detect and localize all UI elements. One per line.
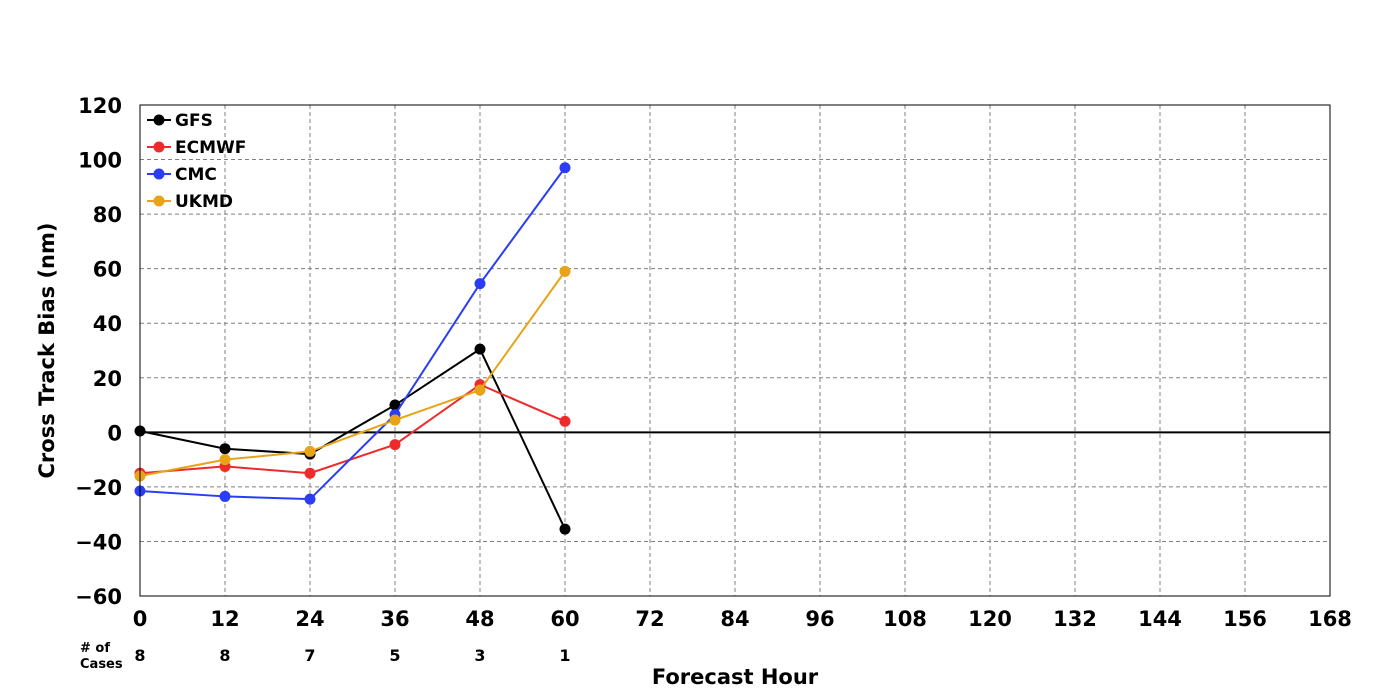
point-cmc-12 bbox=[219, 490, 231, 502]
legend-item-cmc: CMC bbox=[147, 165, 217, 185]
x-tick-label-12: 12 bbox=[210, 607, 239, 631]
cases-count-0: 8 bbox=[134, 646, 145, 665]
x-tick-label-144: 144 bbox=[1138, 607, 1182, 631]
legend-label-gfs: GFS bbox=[175, 111, 213, 131]
point-gfs-48 bbox=[474, 343, 486, 355]
legend-label-cmc: CMC bbox=[175, 165, 217, 185]
x-tick-label-60: 60 bbox=[550, 607, 579, 631]
point-ecmwf-36 bbox=[389, 439, 401, 451]
point-ukmd-36 bbox=[389, 414, 401, 426]
x-tick-label-132: 132 bbox=[1053, 607, 1097, 631]
series-line-ecmwf bbox=[139, 383, 566, 475]
cases-label-line-1: # of bbox=[80, 641, 110, 656]
legend-item-gfs: GFS bbox=[147, 111, 213, 131]
y-tick-labels: −60 −40 −20 0 20 40 60 80 100 120 bbox=[75, 94, 122, 609]
y-tick-label--40: −40 bbox=[75, 530, 122, 554]
y-tick-label-100: 100 bbox=[78, 149, 122, 173]
cases-label: # of Cases bbox=[80, 641, 123, 672]
x-tick-label-48: 48 bbox=[465, 607, 494, 631]
point-ukmd-48 bbox=[474, 384, 486, 396]
cases-row: # of Cases 8 8 7 5 3 1 bbox=[80, 641, 571, 672]
point-ecmwf-24 bbox=[304, 467, 316, 479]
cases-count-24: 7 bbox=[304, 646, 315, 665]
x-tick-label-0: 0 bbox=[133, 607, 148, 631]
y-tick-label-120: 120 bbox=[78, 94, 122, 118]
legend-marker-cmc bbox=[153, 168, 165, 180]
x-tick-label-156: 156 bbox=[1223, 607, 1267, 631]
series-line-cmc bbox=[139, 167, 566, 501]
x-axis-label: Forecast Hour bbox=[652, 665, 819, 689]
cases-count-12: 8 bbox=[219, 646, 230, 665]
legend-label-ukmd: UKMD bbox=[175, 192, 233, 212]
legend-marker-ukmd bbox=[153, 195, 165, 207]
y-tick-label-20: 20 bbox=[93, 367, 122, 391]
plot-frame bbox=[139, 104, 1331, 597]
x-tick-label-120: 120 bbox=[968, 607, 1012, 631]
point-ukmd-60 bbox=[559, 265, 571, 277]
point-ecmwf-60 bbox=[559, 415, 571, 427]
point-ukmd-24 bbox=[304, 445, 316, 457]
legend-marker-gfs bbox=[153, 114, 165, 126]
x-tick-label-84: 84 bbox=[720, 607, 749, 631]
y-tick-label-0: 0 bbox=[107, 421, 122, 445]
x-tick-label-36: 36 bbox=[380, 607, 409, 631]
point-cmc-60 bbox=[559, 162, 571, 174]
series-group bbox=[134, 162, 571, 535]
point-gfs-36 bbox=[389, 399, 401, 411]
y-tick-label-80: 80 bbox=[93, 203, 122, 227]
y-tick-label--20: −20 bbox=[75, 476, 122, 500]
cases-count-36: 5 bbox=[389, 646, 400, 665]
x-tick-label-108: 108 bbox=[883, 607, 927, 631]
x-tick-label-168: 168 bbox=[1308, 607, 1352, 631]
series-line-gfs bbox=[139, 347, 566, 530]
series-line-ukmd bbox=[139, 270, 566, 477]
point-gfs-12 bbox=[219, 443, 231, 455]
x-tick-labels: 0 12 24 36 48 60 72 84 96 108 120 132 144 156 168 bbox=[133, 607, 1352, 631]
x-tick-label-72: 72 bbox=[635, 607, 664, 631]
legend: GFS ECMWF CMC UKMD bbox=[147, 111, 246, 212]
point-cmc-48 bbox=[474, 278, 486, 290]
legend-item-ecmwf: ECMWF bbox=[147, 138, 246, 158]
legend-marker-ecmwf bbox=[153, 141, 165, 153]
cases-label-line-2: Cases bbox=[80, 657, 123, 672]
point-gfs-60 bbox=[559, 523, 571, 535]
series-ukmd bbox=[134, 265, 571, 482]
cases-count-60: 1 bbox=[559, 646, 570, 665]
y-tick-label--60: −60 bbox=[75, 585, 122, 609]
y-tick-label-60: 60 bbox=[93, 258, 122, 282]
cases-count-48: 3 bbox=[474, 646, 485, 665]
x-tick-label-24: 24 bbox=[295, 607, 324, 631]
x-tick-label-96: 96 bbox=[805, 607, 834, 631]
y-axis-label: Cross Track Bias (nm) bbox=[35, 223, 59, 479]
point-cmc-24 bbox=[304, 493, 316, 505]
point-ukmd-12 bbox=[219, 454, 231, 466]
legend-item-ukmd: UKMD bbox=[147, 192, 233, 212]
y-tick-label-40: 40 bbox=[93, 312, 122, 336]
legend-label-ecmwf: ECMWF bbox=[175, 138, 246, 158]
